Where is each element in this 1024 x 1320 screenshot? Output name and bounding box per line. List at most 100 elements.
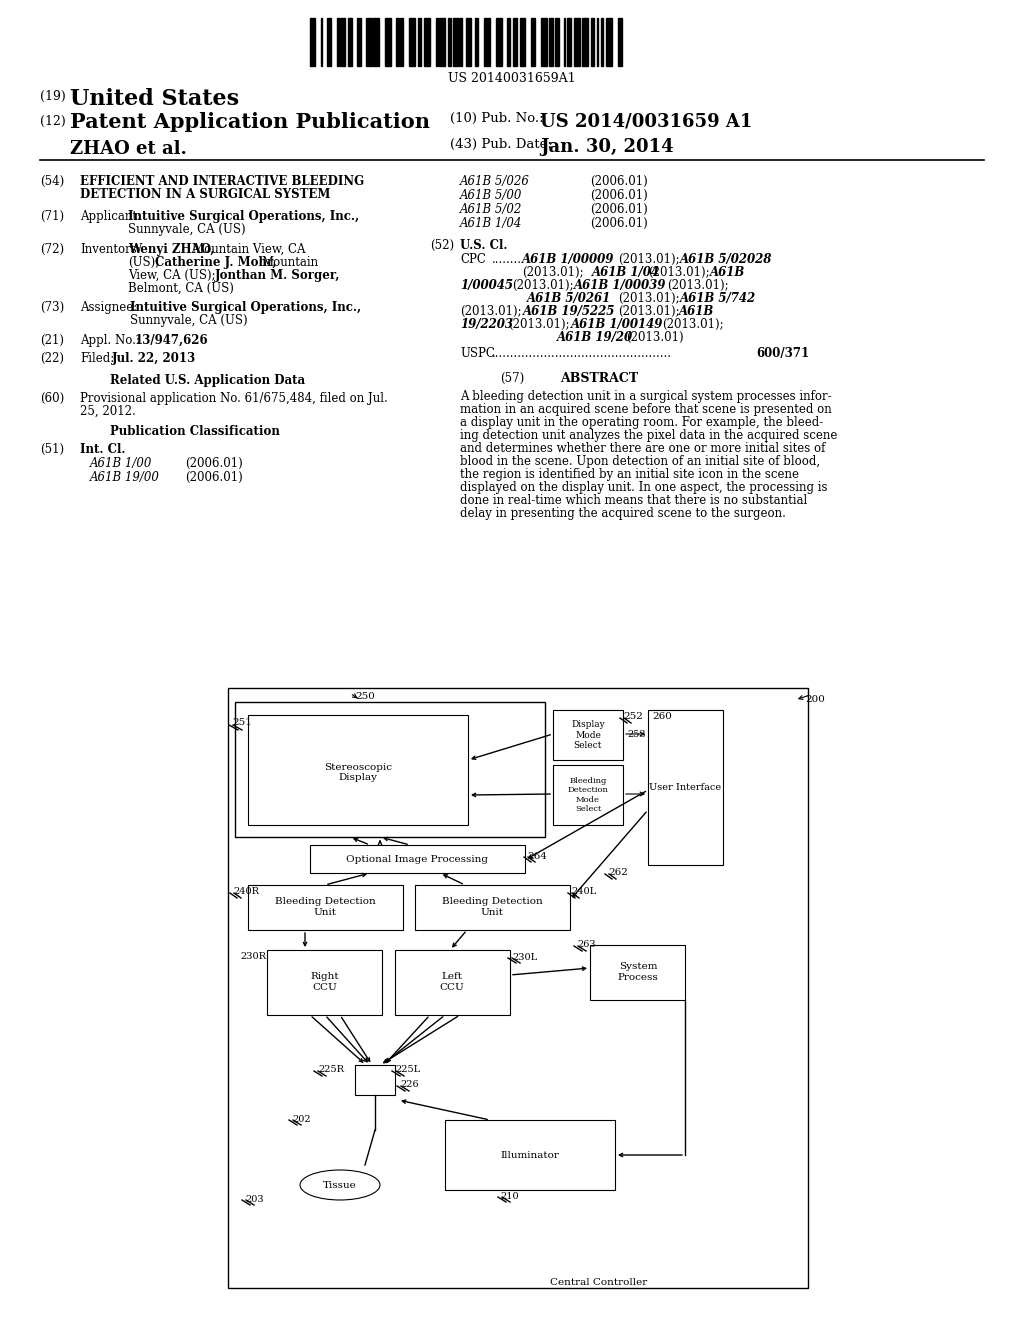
Text: Bleeding
Detection
Mode
Select: Bleeding Detection Mode Select bbox=[567, 777, 608, 813]
Text: (2006.01): (2006.01) bbox=[590, 203, 648, 216]
Bar bbox=[574, 18, 580, 66]
Text: (19): (19) bbox=[40, 90, 66, 103]
Bar bbox=[439, 18, 445, 66]
Text: CPC: CPC bbox=[460, 253, 485, 267]
Bar bbox=[347, 18, 352, 66]
Bar bbox=[424, 18, 430, 66]
Bar bbox=[337, 18, 339, 66]
Text: (72): (72) bbox=[40, 243, 65, 256]
Bar bbox=[549, 18, 553, 66]
Text: Applicant:: Applicant: bbox=[80, 210, 141, 223]
Text: Central Controller: Central Controller bbox=[550, 1278, 647, 1287]
Bar bbox=[409, 18, 415, 66]
Text: Right
CCU: Right CCU bbox=[310, 973, 339, 991]
Text: done in real-time which means that there is no substantial: done in real-time which means that there… bbox=[460, 494, 807, 507]
Text: A61B 1/00009: A61B 1/00009 bbox=[522, 253, 614, 267]
Bar bbox=[449, 18, 451, 66]
Text: United States: United States bbox=[70, 88, 240, 110]
Text: 264: 264 bbox=[527, 851, 547, 861]
Bar bbox=[445, 1119, 615, 1191]
Text: 210: 210 bbox=[500, 1192, 518, 1201]
Text: Intuitive Surgical Operations, Inc.,: Intuitive Surgical Operations, Inc., bbox=[130, 301, 361, 314]
Text: 225L: 225L bbox=[395, 1065, 420, 1074]
Text: A61B 19/5225: A61B 19/5225 bbox=[523, 305, 615, 318]
Bar bbox=[395, 18, 398, 66]
Text: Assignee:: Assignee: bbox=[80, 301, 137, 314]
Text: 253: 253 bbox=[627, 730, 645, 739]
Text: ZHAO et al.: ZHAO et al. bbox=[70, 140, 186, 158]
Text: (2013.01);: (2013.01); bbox=[662, 318, 724, 331]
Text: (2013.01);: (2013.01); bbox=[648, 267, 710, 279]
Bar bbox=[496, 18, 502, 66]
Text: Intuitive Surgical Operations, Inc.,: Intuitive Surgical Operations, Inc., bbox=[128, 210, 359, 223]
Text: 230L: 230L bbox=[512, 953, 538, 962]
Text: 240R: 240R bbox=[233, 887, 259, 896]
Text: Inventors:: Inventors: bbox=[80, 243, 140, 256]
Text: A61B 5/026: A61B 5/026 bbox=[460, 176, 529, 187]
Text: 230R: 230R bbox=[240, 952, 266, 961]
Bar bbox=[563, 18, 565, 66]
Text: 1/00045: 1/00045 bbox=[460, 279, 513, 292]
Text: 263: 263 bbox=[577, 940, 596, 949]
Text: mation in an acquired scene before that scene is presented on: mation in an acquired scene before that … bbox=[460, 403, 831, 416]
Text: A61B 5/0261: A61B 5/0261 bbox=[527, 292, 611, 305]
Text: (2006.01): (2006.01) bbox=[590, 176, 648, 187]
Text: 203: 203 bbox=[245, 1195, 263, 1204]
Text: Mountain: Mountain bbox=[261, 256, 318, 269]
Bar bbox=[356, 18, 361, 66]
Text: (2013.01);: (2013.01); bbox=[512, 279, 573, 292]
Text: ........: ........ bbox=[492, 253, 522, 267]
Text: Stereoscopic: Stereoscopic bbox=[324, 763, 392, 771]
Text: (2013.01);: (2013.01); bbox=[618, 305, 680, 318]
Text: Illuminator: Illuminator bbox=[501, 1151, 559, 1159]
Text: DETECTION IN A SURGICAL SYSTEM: DETECTION IN A SURGICAL SYSTEM bbox=[80, 187, 331, 201]
Text: US 20140031659A1: US 20140031659A1 bbox=[449, 73, 575, 84]
Bar bbox=[605, 18, 611, 66]
Text: 13/947,626: 13/947,626 bbox=[135, 334, 209, 347]
Text: Tissue: Tissue bbox=[324, 1180, 357, 1189]
Bar bbox=[590, 945, 685, 1001]
Text: (21): (21) bbox=[40, 334, 63, 347]
Text: (60): (60) bbox=[40, 392, 65, 405]
Text: (54): (54) bbox=[40, 176, 65, 187]
Text: A61B 19/00: A61B 19/00 bbox=[90, 471, 160, 484]
Text: 240L: 240L bbox=[571, 887, 596, 896]
Bar bbox=[310, 845, 525, 873]
Text: Jul. 22, 2013: Jul. 22, 2013 bbox=[112, 352, 197, 366]
Text: A61B 1/04: A61B 1/04 bbox=[592, 267, 660, 279]
Text: View, CA (US);: View, CA (US); bbox=[128, 269, 216, 282]
Text: A61B 1/00039: A61B 1/00039 bbox=[574, 279, 667, 292]
Text: Related U.S. Application Data: Related U.S. Application Data bbox=[110, 374, 305, 387]
Bar bbox=[366, 18, 372, 66]
Text: (2013.01);: (2013.01); bbox=[667, 279, 729, 292]
Bar bbox=[553, 766, 623, 825]
Text: A61B: A61B bbox=[679, 305, 715, 318]
Text: (22): (22) bbox=[40, 352, 63, 366]
Bar bbox=[566, 18, 571, 66]
Text: A61B 1/00149: A61B 1/00149 bbox=[571, 318, 664, 331]
Text: (10) Pub. No.:: (10) Pub. No.: bbox=[450, 112, 544, 125]
Bar bbox=[436, 18, 437, 66]
Text: the region is identified by an initial site icon in the scene: the region is identified by an initial s… bbox=[460, 469, 799, 480]
Text: 252: 252 bbox=[623, 711, 643, 721]
Bar bbox=[507, 18, 510, 66]
Text: a display unit in the operating room. For example, the bleed-: a display unit in the operating room. Fo… bbox=[460, 416, 823, 429]
Text: Catherine J. Mohr,: Catherine J. Mohr, bbox=[155, 256, 276, 269]
Text: Sunnyvale, CA (US): Sunnyvale, CA (US) bbox=[128, 223, 246, 236]
Text: 202: 202 bbox=[292, 1115, 310, 1125]
Bar bbox=[340, 18, 344, 66]
Text: Provisional application No. 61/675,484, filed on Jul.: Provisional application No. 61/675,484, … bbox=[80, 392, 388, 405]
Bar bbox=[475, 18, 478, 66]
Text: Sunnyvale, CA (US): Sunnyvale, CA (US) bbox=[130, 314, 248, 327]
Text: (2006.01): (2006.01) bbox=[590, 216, 648, 230]
Text: 251: 251 bbox=[232, 718, 252, 727]
Text: (2006.01): (2006.01) bbox=[185, 471, 243, 484]
Text: User Interface: User Interface bbox=[649, 783, 721, 792]
Text: (73): (73) bbox=[40, 301, 65, 314]
Bar bbox=[530, 18, 535, 66]
Text: displayed on the display unit. In one aspect, the processing is: displayed on the display unit. In one as… bbox=[460, 480, 827, 494]
Bar bbox=[617, 18, 622, 66]
Text: (2013.01);: (2013.01); bbox=[618, 292, 680, 305]
Bar bbox=[415, 884, 570, 931]
Text: 262: 262 bbox=[608, 869, 628, 876]
